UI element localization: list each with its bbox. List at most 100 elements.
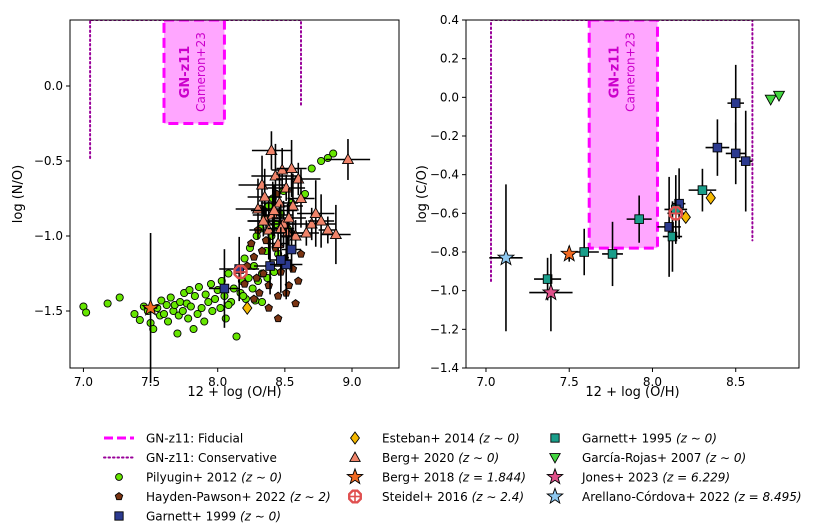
data-point	[224, 300, 233, 310]
right-y-axis-label: log (C/O)	[415, 165, 430, 223]
y-tick-label: −1.5	[34, 304, 63, 318]
y-tick-label: 0.4	[440, 13, 459, 27]
series-garnett-1999	[208, 227, 303, 328]
right-x-axis-label: 12 + log (O/H)	[585, 385, 679, 400]
legend-label: Steidel+ 2016 (z ∼ 2.4)	[382, 490, 524, 504]
series-steidel-2016	[233, 264, 248, 280]
legend-swatch	[349, 451, 361, 462]
data-point	[307, 164, 316, 173]
data-point	[289, 229, 302, 241]
data-point	[607, 249, 618, 259]
legend-swatch	[114, 511, 124, 521]
data-point	[285, 161, 298, 174]
data-point	[291, 299, 300, 308]
legend-item: Hayden-Pawson+ 2022 (z ∼ 2)	[114, 490, 331, 504]
data-point	[185, 285, 194, 295]
data-point	[257, 246, 267, 255]
legend-item: Garnett+ 1995 (z ∼ 0)	[550, 432, 717, 446]
data-point	[130, 309, 139, 319]
series-garc-a-rojas-2007	[764, 90, 786, 106]
data-point	[210, 294, 220, 304]
data-point	[193, 309, 202, 319]
x-tick-label: 7.5	[141, 375, 160, 389]
legend-label: Arellano-Córdova+ 2022 (z = 8.495)	[582, 490, 802, 504]
y-tick-label: −1.4	[430, 361, 459, 375]
data-point	[186, 302, 195, 311]
data-point	[265, 143, 278, 156]
y-tick-label: 0.0	[44, 79, 63, 93]
panel-nitrogen-oxygen: GN-z11 Cameron+23 7.0 7.5 8.0 8.5 9.0 0.0 −0.5 −…	[11, 19, 400, 400]
legend-item: Pilyugin+ 2012 (z ∼ 0)	[115, 471, 282, 485]
data-point	[216, 303, 225, 313]
y-tick-label: −1.0	[430, 284, 459, 298]
left-y-axis-label: log (N/O)	[11, 165, 26, 223]
y-tick-label: −0.4	[430, 168, 459, 182]
y-tick-label: 0.0	[440, 90, 459, 104]
data-point	[233, 264, 248, 280]
data-point	[201, 290, 210, 299]
series-berg-2020	[235, 131, 371, 265]
left-plot-frame	[69, 19, 400, 369]
x-tick-label: 7.0	[74, 375, 93, 389]
data-point	[314, 214, 328, 226]
x-tick-label: 8.5	[726, 375, 745, 389]
data-point	[764, 94, 777, 106]
data-point	[190, 291, 199, 301]
legend-label: García-Rojas+ 2007 (z ∼ 0)	[582, 451, 746, 465]
series-berg-2018	[141, 233, 160, 383]
data-point	[239, 291, 248, 301]
legend-item: Garnett+ 1999 (z ∼ 0)	[114, 510, 281, 524]
x-tick-label: 9.0	[342, 375, 361, 389]
legend-item: Arellano-Córdova+ 2022 (z = 8.495)	[546, 487, 802, 505]
data-point	[264, 281, 273, 290]
data-point	[329, 227, 343, 240]
y-tick-label: −1.2	[430, 322, 459, 336]
data-point	[305, 217, 318, 229]
data-point	[232, 332, 241, 341]
data-point	[579, 247, 589, 257]
data-point	[162, 300, 171, 310]
data-point	[712, 142, 723, 153]
y-tick-label: 0.2	[440, 52, 459, 66]
data-point	[173, 329, 182, 338]
series-garnett-1999	[657, 64, 753, 277]
legend-item: Esteban+ 2014 (z ∼ 0)	[350, 431, 520, 446]
x-tick-label: 7.5	[560, 375, 579, 389]
fiducial-label: GN-z11	[178, 46, 193, 99]
series-arellano-c-rdova-2022	[489, 184, 523, 332]
x-tick-label: 8.5	[275, 375, 294, 389]
data-point	[166, 293, 175, 302]
data-point	[257, 214, 270, 226]
legend-label: Berg+ 2020 (z ∼ 0)	[382, 451, 499, 465]
x-tick-label: 8.0	[643, 375, 662, 389]
right-plot-frame	[465, 19, 800, 369]
data-point	[664, 222, 674, 232]
legend-swatch	[114, 492, 124, 501]
legend-label: Garnett+ 1999 (z ∼ 0)	[146, 510, 281, 524]
data-point	[296, 249, 306, 258]
series-jones-2023	[529, 253, 573, 332]
data-point	[208, 306, 217, 316]
data-point	[248, 284, 257, 293]
data-point	[163, 317, 173, 326]
data-point	[240, 254, 249, 263]
data-point	[252, 273, 261, 282]
legend-swatch	[348, 489, 362, 504]
data-point	[697, 185, 708, 195]
fiducial-label: GN-z11	[607, 46, 622, 99]
series-steidel-2016	[667, 203, 685, 223]
data-point	[667, 231, 678, 242]
data-point	[321, 223, 334, 235]
y-tick-label: −0.8	[430, 245, 459, 259]
data-point	[200, 317, 209, 326]
data-point	[115, 293, 124, 302]
fiducial-sublabel: Cameron+23	[623, 32, 637, 112]
data-point	[257, 297, 267, 307]
series-esteban-2014	[242, 301, 253, 315]
legend-label: Jones+ 2023 (z = 6.229)	[581, 471, 730, 485]
legend-label: Pilyugin+ 2012 (z ∼ 0)	[146, 471, 282, 485]
panel-carbon-oxygen: GN-z11 Cameron+23 7.0 7.5 8.0 8.5 0.4 0.2 0.0 −0…	[415, 13, 800, 400]
series-esteban-2014	[680, 190, 716, 225]
data-point	[772, 90, 786, 102]
conservative-region	[490, 20, 754, 282]
